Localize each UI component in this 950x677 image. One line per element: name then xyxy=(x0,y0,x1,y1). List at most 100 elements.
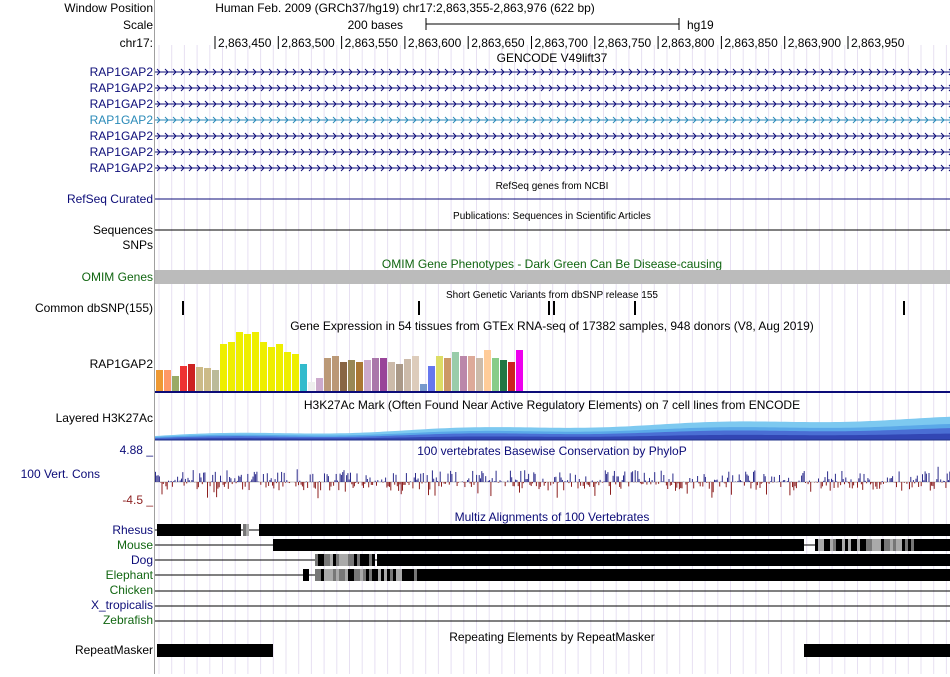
multiz-alignment-block xyxy=(557,554,560,566)
phylop-neg-bar xyxy=(700,482,701,486)
multiz-alignment-block xyxy=(841,524,844,536)
phylop-pos-bar xyxy=(554,477,555,482)
dbsnp-variants[interactable] xyxy=(182,301,905,315)
multiz-alignment-block xyxy=(835,524,838,536)
multiz-alignment-block xyxy=(324,569,327,581)
multiz-alignment-block xyxy=(936,539,939,551)
multiz-alignment-block xyxy=(876,569,879,581)
multiz-alignment-block xyxy=(842,554,845,566)
multiz-alignment-block xyxy=(860,539,863,551)
multiz-alignment-block xyxy=(832,524,835,536)
phylop-neg-bar xyxy=(909,482,910,489)
multiz-alignment-block xyxy=(310,524,313,536)
phylop-pos-bar xyxy=(585,476,586,482)
phylop-pos-bar xyxy=(247,474,248,482)
gencode-item-label-highlighted[interactable]: RAP1GAP2 xyxy=(90,113,153,127)
multiz-species-dog[interactable]: Dog xyxy=(131,553,153,567)
multiz-alignment-block xyxy=(744,569,747,581)
multiz-alignment-block xyxy=(459,539,462,551)
multiz-alignment-block xyxy=(867,569,870,581)
phylop-pos-bar xyxy=(234,478,235,482)
gencode-item-label[interactable]: RAP1GAP2 xyxy=(90,81,153,95)
multiz-alignment-block xyxy=(696,539,699,551)
gtex-expression-bars[interactable] xyxy=(156,332,523,392)
phylop-neg-bar xyxy=(358,482,359,484)
snps-label[interactable]: SNPs xyxy=(122,238,153,252)
multiz-alignment-block xyxy=(645,539,648,551)
multiz-alignment-block xyxy=(379,524,382,536)
multiz-alignment-block xyxy=(898,524,901,536)
phylop-pos-bar xyxy=(230,478,231,482)
multiz-alignment-block xyxy=(624,569,627,581)
repeatmasker-label[interactable]: RepeatMasker xyxy=(75,643,153,657)
gencode-item-label[interactable]: RAP1GAP2 xyxy=(90,65,153,79)
phylop-neg-bar xyxy=(224,482,225,487)
multiz-species-elephant[interactable]: Elephant xyxy=(106,568,153,582)
multiz-alignment-block xyxy=(504,539,507,551)
gtex-gene-label[interactable]: RAP1GAP2 xyxy=(90,357,153,371)
phylop-neg-bar xyxy=(713,482,714,492)
multiz-alignment-block xyxy=(351,554,354,566)
multiz-alignment-block xyxy=(211,524,214,536)
multiz-species-zebrafish[interactable]: Zebrafish xyxy=(103,613,153,627)
multiz-alignment-block xyxy=(755,554,758,566)
multiz-alignment-block xyxy=(823,524,826,536)
multiz-species-chicken[interactable]: Chicken xyxy=(110,583,153,597)
h3k27ac-label[interactable]: Layered H3K27Ac xyxy=(56,411,153,425)
multiz-alignment-block xyxy=(633,569,636,581)
multiz-alignment-block xyxy=(572,554,575,566)
phylop-pos-bar xyxy=(310,474,311,482)
dbsnp-label[interactable]: Common dbSNP(155) xyxy=(35,301,153,315)
repeatmasker-element[interactable] xyxy=(804,644,950,657)
multiz-alignment-block xyxy=(546,539,549,551)
multiz-alignment-block xyxy=(573,539,576,551)
repeatmasker-element[interactable] xyxy=(157,644,273,657)
multiz-species-mouse[interactable]: Mouse xyxy=(117,538,153,552)
gencode-item-label[interactable]: RAP1GAP2 xyxy=(90,161,153,175)
multiz-alignment-block xyxy=(508,524,511,536)
multiz-alignment-block xyxy=(419,554,422,566)
phylop-neg-bar xyxy=(685,482,686,485)
multiz-alignment-block xyxy=(593,554,596,566)
phylop-neg-bar xyxy=(693,482,694,488)
phylop-neg-bar xyxy=(711,482,712,498)
phylop-pos-bar xyxy=(297,469,298,482)
tracks-canvas[interactable]: Human Feb. 2009 (GRCh37/hg19) chr17:2,86… xyxy=(155,0,950,674)
multiz-alignment-block xyxy=(604,524,607,536)
multiz-alignment-block xyxy=(223,524,226,536)
phylop-neg-bar xyxy=(163,482,164,484)
multiz-alignment-block xyxy=(905,539,908,551)
multiz-alignment-block xyxy=(901,524,904,536)
multiz-alignment-block xyxy=(307,524,310,536)
omim-gene-bar[interactable] xyxy=(155,270,950,284)
omim-genes-label[interactable]: OMIM Genes xyxy=(82,270,153,284)
phylop-pos-bar xyxy=(827,471,828,482)
multiz-alignment-block xyxy=(345,554,348,566)
phylop-neg-bar xyxy=(438,482,439,486)
gencode-item-label[interactable]: RAP1GAP2 xyxy=(90,97,153,111)
multiz-species-xtropicalis[interactable]: X_tropicalis xyxy=(91,598,153,612)
multiz-species-rhesus[interactable]: Rhesus xyxy=(112,523,153,537)
multiz-alignment-block xyxy=(588,569,591,581)
multiz-alignment-block xyxy=(542,554,545,566)
gencode-item-label[interactable]: RAP1GAP2 xyxy=(90,129,153,143)
refseq-curated-label[interactable]: RefSeq Curated xyxy=(67,192,153,206)
multiz-alignment-block xyxy=(423,569,426,581)
phylop-pos-bar xyxy=(843,479,844,482)
multiz-alignment-block xyxy=(675,539,678,551)
gencode-item-label[interactable]: RAP1GAP2 xyxy=(90,145,153,159)
multiz-alignment-block xyxy=(403,524,406,536)
phylop-label[interactable]: 100 Vert. Cons xyxy=(21,467,100,481)
phylop-pos-bar xyxy=(349,479,350,482)
multiz-alignment-block xyxy=(716,554,719,566)
multiz-alignment-block xyxy=(776,554,779,566)
multiz-alignment-block xyxy=(718,524,721,536)
multiz-alignment-block xyxy=(429,539,432,551)
browser-track-image[interactable]: Human Feb. 2009 (GRCh37/hg19) chr17:2,86… xyxy=(155,0,950,674)
h3k27ac-track-title: H3K27Ac Mark (Often Found Near Active Re… xyxy=(304,398,800,412)
multiz-alignment-block xyxy=(265,524,268,536)
multiz-alignment-block xyxy=(679,524,682,536)
publications-sequences-label[interactable]: Sequences xyxy=(93,223,153,237)
phylop-pos-bar xyxy=(306,481,307,482)
multiz-alignment-block xyxy=(339,554,342,566)
